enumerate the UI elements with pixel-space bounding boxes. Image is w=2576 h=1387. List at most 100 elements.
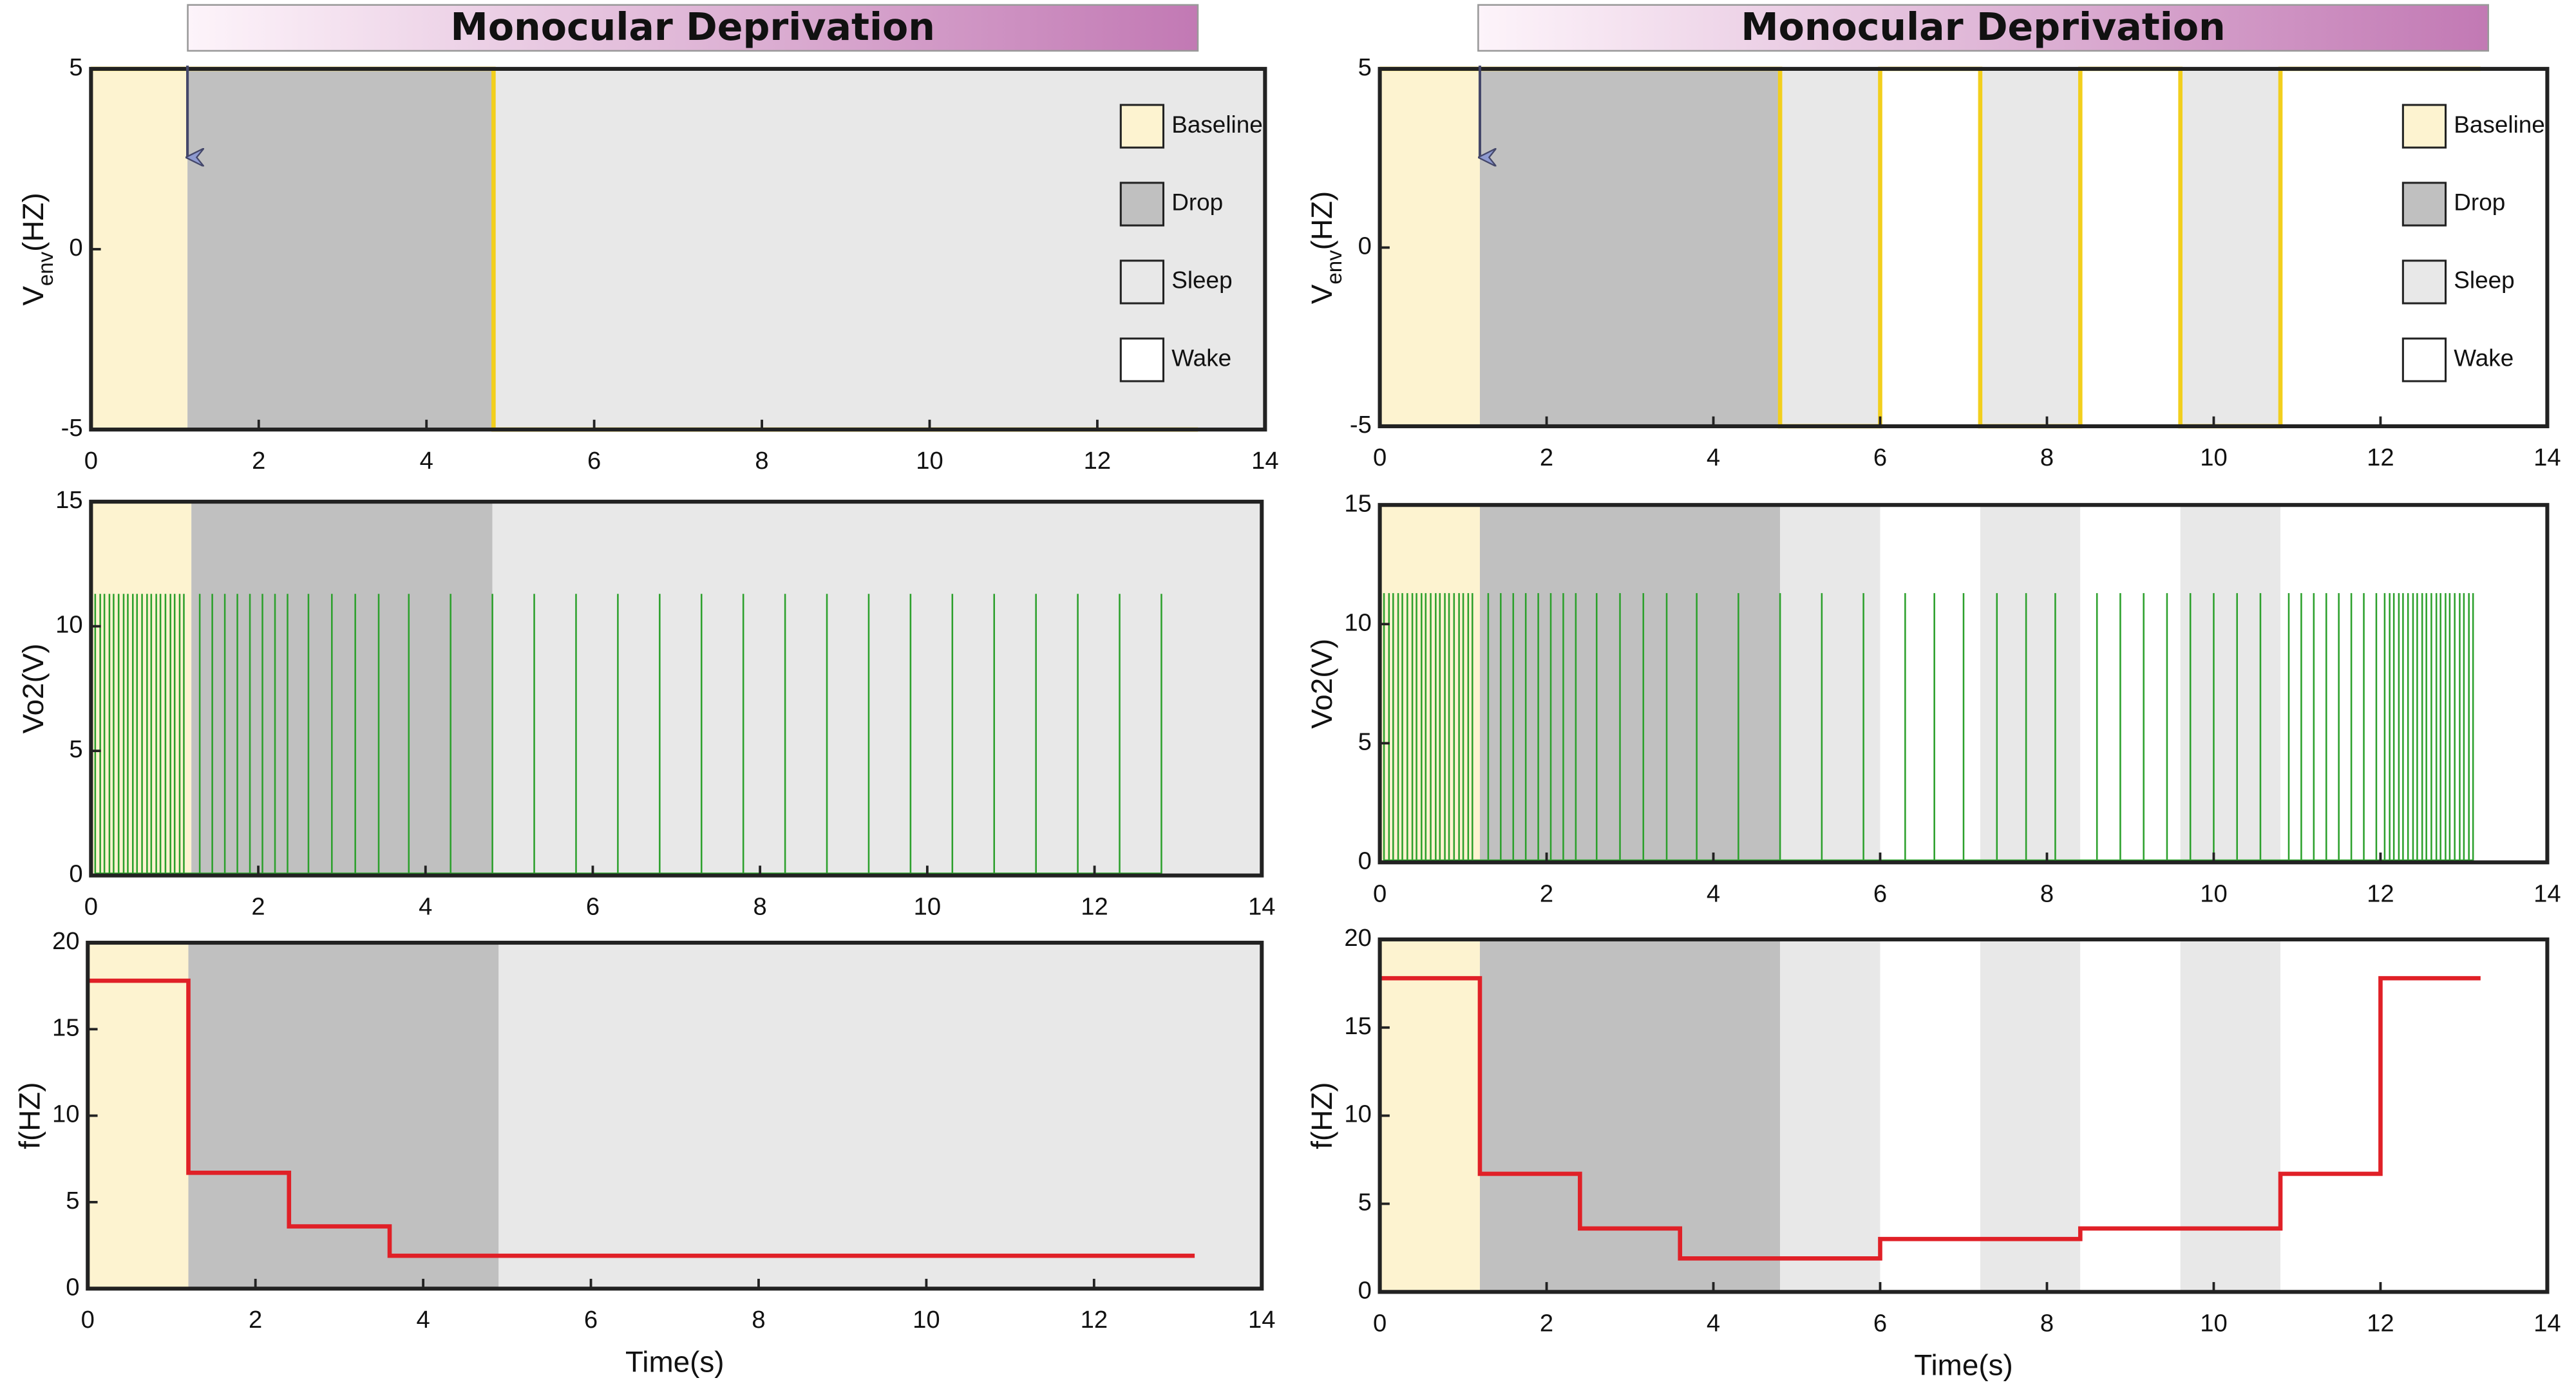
legend-label: Wake xyxy=(1171,345,1231,372)
title-banner xyxy=(187,4,1199,52)
region xyxy=(1780,505,1880,863)
axes-frame xyxy=(1378,503,2550,865)
x-tick-label: 12 xyxy=(1081,893,1108,921)
x-tick-label: 10 xyxy=(913,1306,940,1334)
x-tick-label: 14 xyxy=(2533,1309,2561,1337)
x-tick-label: 12 xyxy=(2367,1309,2394,1337)
y-tick-label: 10 xyxy=(55,611,82,639)
x-tick-label: 6 xyxy=(586,893,600,921)
region xyxy=(1880,68,1980,426)
region xyxy=(1980,939,2081,1292)
y-tick-label: 15 xyxy=(52,1014,79,1041)
y-axis-label: Vo2(V) xyxy=(17,643,50,733)
x-tick-label: 2 xyxy=(252,447,265,475)
x-tick-label: 12 xyxy=(1084,447,1111,475)
legend-swatch xyxy=(1119,259,1165,305)
y-axis-label-part: env xyxy=(1323,250,1347,285)
x-tick-label: 8 xyxy=(2040,880,2054,907)
x-tick-label: 0 xyxy=(1373,1309,1387,1337)
region xyxy=(492,502,1262,876)
region xyxy=(191,502,493,876)
y-tick-label: 15 xyxy=(1344,489,1371,517)
x-tick-label: 6 xyxy=(1873,444,1887,471)
y-axis-label-part: (HZ) xyxy=(17,193,50,252)
x-tick-label: 12 xyxy=(1081,1306,1108,1334)
region xyxy=(187,68,494,430)
region xyxy=(1379,939,1480,1292)
y-axis-label: Vo2(V) xyxy=(1305,639,1338,729)
x-tick-label: 10 xyxy=(916,447,943,475)
y-axis-label: Venv(HZ) xyxy=(1305,191,1347,304)
region xyxy=(1479,939,1781,1292)
x-tick-label: 8 xyxy=(752,1306,765,1334)
y-tick-label: 15 xyxy=(1344,1012,1371,1040)
y-tick-label: 0 xyxy=(1358,1276,1372,1304)
y-tick-label: 0 xyxy=(1358,232,1372,260)
y-tick-label: 5 xyxy=(66,1187,79,1214)
y-tick-label: 10 xyxy=(52,1100,79,1128)
y-tick-label: -5 xyxy=(61,414,83,442)
x-tick-label: 2 xyxy=(249,1306,262,1334)
x-tick-label: 6 xyxy=(584,1306,598,1334)
y-tick-label: 0 xyxy=(69,860,82,888)
chart-title: Monocular Deprivation xyxy=(1741,5,2225,49)
x-tick-label: 2 xyxy=(1540,444,1553,471)
x-tick-label: 0 xyxy=(84,893,98,921)
y-axis-label-part: Vo2(V) xyxy=(17,643,50,733)
series-line xyxy=(1379,976,2481,1261)
region xyxy=(498,943,1262,1289)
region xyxy=(91,502,192,876)
x-axis-label: Time(s) xyxy=(1914,1349,2013,1382)
region xyxy=(1780,939,1880,1292)
x-axis-label: Time(s) xyxy=(625,1345,724,1378)
x-tick-label: 14 xyxy=(1251,447,1278,475)
region xyxy=(1880,505,1980,863)
x-tick-label: 4 xyxy=(416,1306,430,1334)
y-axis-label-part: f(HZ) xyxy=(1305,1082,1338,1149)
legend-swatch xyxy=(2401,337,2447,382)
y-tick-label: 5 xyxy=(69,735,82,763)
x-tick-label: 0 xyxy=(1373,444,1387,471)
x-tick-label: 4 xyxy=(1707,880,1720,907)
x-tick-label: 4 xyxy=(420,447,433,475)
y-tick-label: 0 xyxy=(66,1273,79,1301)
region xyxy=(2180,505,2281,863)
x-tick-label: 8 xyxy=(755,447,768,475)
legend-label: Sleep xyxy=(2454,267,2514,294)
x-tick-label: 4 xyxy=(419,893,432,921)
y-tick-label: -5 xyxy=(1350,411,1372,439)
y-axis-label-part: env xyxy=(34,251,58,286)
y-tick-label: 10 xyxy=(1344,609,1371,636)
legend-swatch xyxy=(2401,104,2447,149)
y-tick-label: 20 xyxy=(52,927,79,955)
series-line xyxy=(88,978,1195,1258)
legend-label: Baseline xyxy=(2454,111,2545,138)
region xyxy=(1479,505,1781,863)
y-axis-label-part: V xyxy=(17,286,50,306)
x-tick-label: 10 xyxy=(2200,880,2227,907)
legend-label: Baseline xyxy=(1171,111,1263,138)
region xyxy=(2280,505,2548,863)
y-tick-label: 5 xyxy=(1358,728,1372,755)
x-tick-label: 2 xyxy=(251,893,265,921)
chart-title: Monocular Deprivation xyxy=(451,5,935,49)
legend-swatch xyxy=(1119,182,1165,227)
x-tick-label: 10 xyxy=(2200,444,2227,471)
region xyxy=(1980,68,2081,426)
region xyxy=(91,68,188,430)
region xyxy=(1880,939,1980,1292)
x-tick-label: 14 xyxy=(2533,444,2561,471)
y-tick-label: 0 xyxy=(69,234,82,261)
x-tick-label: 6 xyxy=(1873,1309,1887,1337)
x-tick-label: 8 xyxy=(2040,1309,2054,1337)
region xyxy=(2180,68,2281,426)
x-tick-label: 10 xyxy=(914,893,941,921)
x-tick-label: 14 xyxy=(2533,880,2561,907)
x-tick-label: 8 xyxy=(753,893,767,921)
region xyxy=(2280,939,2548,1292)
legend-label: Drop xyxy=(1171,189,1223,216)
y-tick-label: 15 xyxy=(55,486,82,514)
legend-label: Wake xyxy=(2454,345,2514,372)
region xyxy=(1479,68,1781,426)
x-tick-label: 12 xyxy=(2367,880,2394,907)
